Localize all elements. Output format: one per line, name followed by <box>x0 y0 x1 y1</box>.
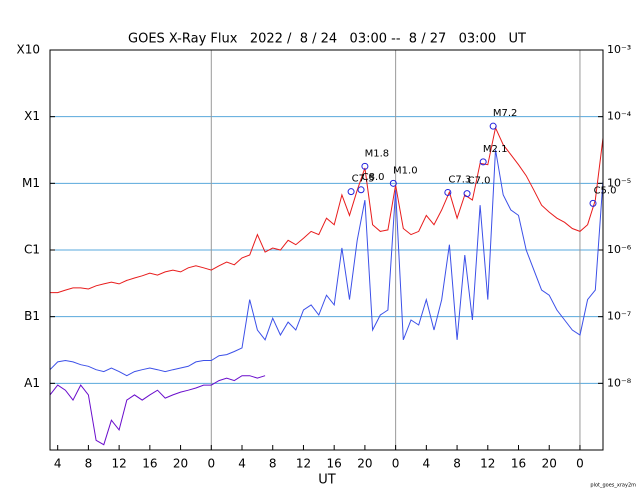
x-tick-label: 20 <box>357 457 372 471</box>
y-tick-label: B1 <box>24 309 40 323</box>
footnote: plot_goes_xray2m <box>590 483 636 489</box>
x-tick-label: 0 <box>392 457 400 471</box>
flare-label: C8.0 <box>362 172 385 183</box>
x-tick-label: 4 <box>54 457 62 471</box>
y-tick-label: A1 <box>24 376 40 390</box>
flare-marker <box>357 186 365 194</box>
y2-tick-label: 10⁻³ <box>607 43 631 56</box>
flare-marker <box>444 188 452 196</box>
flare-label: M1.0 <box>393 165 418 176</box>
flare-marker <box>489 122 497 130</box>
x-tick-label: 4 <box>423 457 431 471</box>
flux-line <box>50 126 604 294</box>
x-tick-label: 8 <box>269 457 277 471</box>
x-tick-label: 4 <box>238 457 246 471</box>
flare-marker <box>589 199 597 207</box>
flux-line <box>49 375 266 446</box>
y-tick-label: C1 <box>24 243 40 257</box>
x-tick-label: 0 <box>207 457 215 471</box>
chart-title: GOES X-Ray Flux 2022 / 8 / 24 03:00 -- 8… <box>128 32 526 47</box>
flare-marker <box>389 179 397 187</box>
flare-label: M2.1 <box>483 144 508 155</box>
y2-tick-label: 10⁻⁸ <box>607 376 632 389</box>
flare-marker <box>361 162 369 170</box>
flare-marker <box>463 190 471 198</box>
flare-marker <box>347 188 355 196</box>
x-tick-label: 12 <box>111 457 126 471</box>
flare-label: C7.0 <box>468 176 491 187</box>
x-tick-label: 0 <box>576 457 584 471</box>
flare-label: C5.0 <box>594 185 617 196</box>
flux-line <box>49 149 604 377</box>
flare-label: C7.5 <box>352 174 375 185</box>
x-tick-label: 12 <box>480 457 495 471</box>
flare-label: M1.8 <box>365 148 390 159</box>
y-tick-label: M1 <box>22 176 40 190</box>
x-axis-label: UT <box>318 473 336 488</box>
x-tick-label: 8 <box>453 457 461 471</box>
y-tick-label: X10 <box>17 43 41 57</box>
x-tick-label: 8 <box>85 457 93 471</box>
flare-marker <box>479 158 487 166</box>
x-tick-label: 12 <box>296 457 311 471</box>
x-tick-label: 16 <box>327 457 342 471</box>
y2-tick-label: 10⁻⁷ <box>607 310 631 323</box>
y2-tick-label: 10⁻⁵ <box>607 176 631 189</box>
x-tick-label: 16 <box>511 457 526 471</box>
x-tick-label: 20 <box>542 457 557 471</box>
x-tick-label: 20 <box>173 457 188 471</box>
plot-frame <box>49 49 604 451</box>
y2-tick-label: 10⁻⁶ <box>607 243 632 256</box>
y2-tick-label: 10⁻⁴ <box>607 110 632 123</box>
flare-label: C7.3 <box>448 174 471 185</box>
x-tick-label: 16 <box>142 457 157 471</box>
flare-label: M7.2 <box>493 108 518 119</box>
y-tick-label: X1 <box>24 109 40 123</box>
